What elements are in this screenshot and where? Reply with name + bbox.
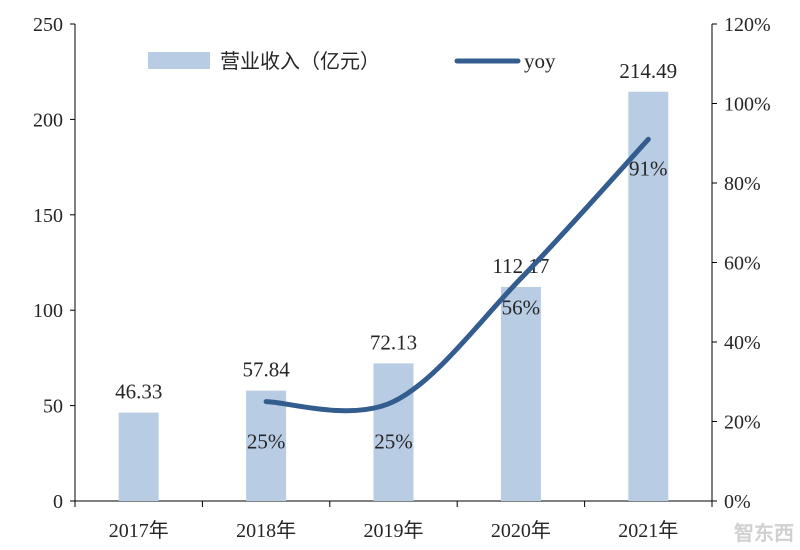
bar <box>246 390 287 501</box>
bar-data-label: 46.33 <box>115 380 162 404</box>
legend-bar-label: 营业收入（亿元） <box>220 50 380 73</box>
x-tick-label: 2019年 <box>364 519 424 542</box>
legend-line-label: yoy <box>524 49 556 73</box>
yoy-data-label: 25% <box>374 430 413 454</box>
yoy-line <box>263 136 651 414</box>
bar-data-label: 214.49 <box>619 59 677 83</box>
right-tick-label: 60% <box>724 253 761 275</box>
x-tick-label: 2020年 <box>491 519 551 542</box>
left-tick-label: 200 <box>33 109 63 131</box>
right-tick-label: 40% <box>724 332 761 354</box>
right-tick-label: 100% <box>724 94 771 116</box>
left-tick-label: 250 <box>33 14 63 36</box>
yoy-data-label: 25% <box>247 430 286 454</box>
left-tick-label: 0 <box>53 491 63 513</box>
x-tick-label: 2021年 <box>618 519 678 542</box>
bar <box>500 286 541 501</box>
x-tick-label: 2017年 <box>109 519 169 542</box>
right-tick-label: 80% <box>724 173 761 195</box>
bar <box>118 412 159 501</box>
legend-bar-swatch <box>148 52 210 69</box>
yoy-data-label: 91% <box>629 156 668 180</box>
left-tick-label: 50 <box>43 396 63 418</box>
yoy-data-label: 56% <box>502 295 541 319</box>
bar-data-label: 72.13 <box>370 330 417 354</box>
bar <box>628 91 669 501</box>
left-tick-label: 100 <box>33 300 63 322</box>
right-tick-label: 0% <box>724 491 751 513</box>
bar-data-label: 57.84 <box>242 358 290 382</box>
left-tick-label: 150 <box>33 205 63 227</box>
x-tick-label: 2018年 <box>236 519 296 542</box>
right-tick-label: 120% <box>724 14 771 36</box>
right-tick-label: 20% <box>724 412 761 434</box>
watermark-logo: 智东西 <box>734 521 794 545</box>
bar <box>373 363 414 501</box>
